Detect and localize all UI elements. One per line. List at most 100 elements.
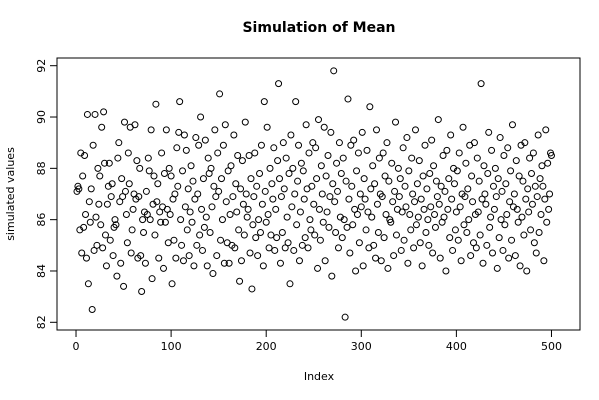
point	[99, 244, 107, 252]
point	[180, 131, 188, 139]
point	[145, 167, 153, 175]
point	[162, 126, 170, 134]
point	[224, 167, 232, 175]
point	[388, 159, 396, 167]
point	[373, 200, 381, 208]
point	[384, 264, 392, 272]
point	[478, 195, 486, 203]
point	[327, 128, 335, 136]
point	[457, 257, 465, 265]
point	[493, 264, 501, 272]
point	[470, 139, 478, 147]
point	[544, 159, 552, 167]
point	[188, 218, 196, 226]
point	[112, 221, 120, 229]
point	[366, 103, 374, 111]
point	[399, 144, 407, 152]
point	[221, 121, 229, 129]
point	[431, 223, 439, 231]
point	[174, 182, 182, 190]
point	[404, 259, 412, 267]
point	[442, 267, 450, 275]
point	[444, 205, 452, 213]
point	[90, 246, 98, 254]
point	[101, 231, 109, 239]
point	[164, 239, 172, 247]
point	[441, 187, 449, 195]
point	[434, 116, 442, 124]
point	[408, 154, 416, 162]
point	[275, 80, 283, 88]
point	[461, 193, 469, 201]
point	[322, 172, 330, 180]
point	[464, 185, 472, 193]
point	[528, 200, 536, 208]
point	[103, 200, 111, 208]
point	[84, 280, 92, 288]
point	[508, 121, 516, 129]
point	[173, 144, 181, 152]
y-tick-label: 84	[35, 264, 48, 278]
point	[79, 172, 87, 180]
point	[511, 252, 519, 260]
point	[257, 141, 265, 149]
point	[421, 141, 429, 149]
point	[492, 193, 500, 201]
point	[481, 190, 489, 198]
point	[260, 98, 268, 106]
point	[382, 211, 390, 219]
point	[426, 169, 434, 177]
point	[537, 211, 545, 219]
point	[220, 259, 228, 267]
point	[545, 205, 553, 213]
point	[486, 223, 494, 231]
point	[82, 254, 90, 262]
point	[125, 180, 133, 188]
point	[341, 313, 349, 321]
point	[318, 190, 326, 198]
point	[166, 211, 174, 219]
point	[241, 118, 249, 126]
point	[459, 123, 467, 131]
y-tick-label: 88	[35, 161, 48, 175]
point	[98, 123, 106, 131]
point	[222, 198, 230, 206]
point	[387, 218, 395, 226]
point	[317, 162, 325, 170]
point	[320, 123, 328, 131]
point	[100, 108, 108, 116]
point	[497, 216, 505, 224]
point	[538, 162, 546, 170]
point	[410, 244, 418, 252]
point	[435, 200, 443, 208]
point	[541, 195, 549, 203]
point	[475, 177, 483, 185]
point	[422, 228, 430, 236]
point	[396, 175, 404, 183]
point	[309, 139, 317, 147]
point	[171, 190, 179, 198]
point	[339, 154, 347, 162]
point	[390, 252, 398, 260]
point	[204, 154, 212, 162]
point	[452, 208, 460, 216]
point	[153, 198, 161, 206]
point	[417, 195, 425, 203]
point	[212, 193, 220, 201]
point	[454, 236, 462, 244]
point	[183, 226, 191, 234]
point	[523, 267, 531, 275]
point	[286, 280, 294, 288]
point	[154, 180, 162, 188]
point	[331, 198, 339, 206]
point	[368, 213, 376, 221]
point	[229, 193, 237, 201]
point	[352, 267, 360, 275]
point	[367, 185, 375, 193]
point	[207, 164, 215, 172]
point	[237, 185, 245, 193]
point	[451, 226, 459, 234]
point	[292, 98, 300, 106]
point	[403, 134, 411, 142]
point	[533, 193, 541, 201]
